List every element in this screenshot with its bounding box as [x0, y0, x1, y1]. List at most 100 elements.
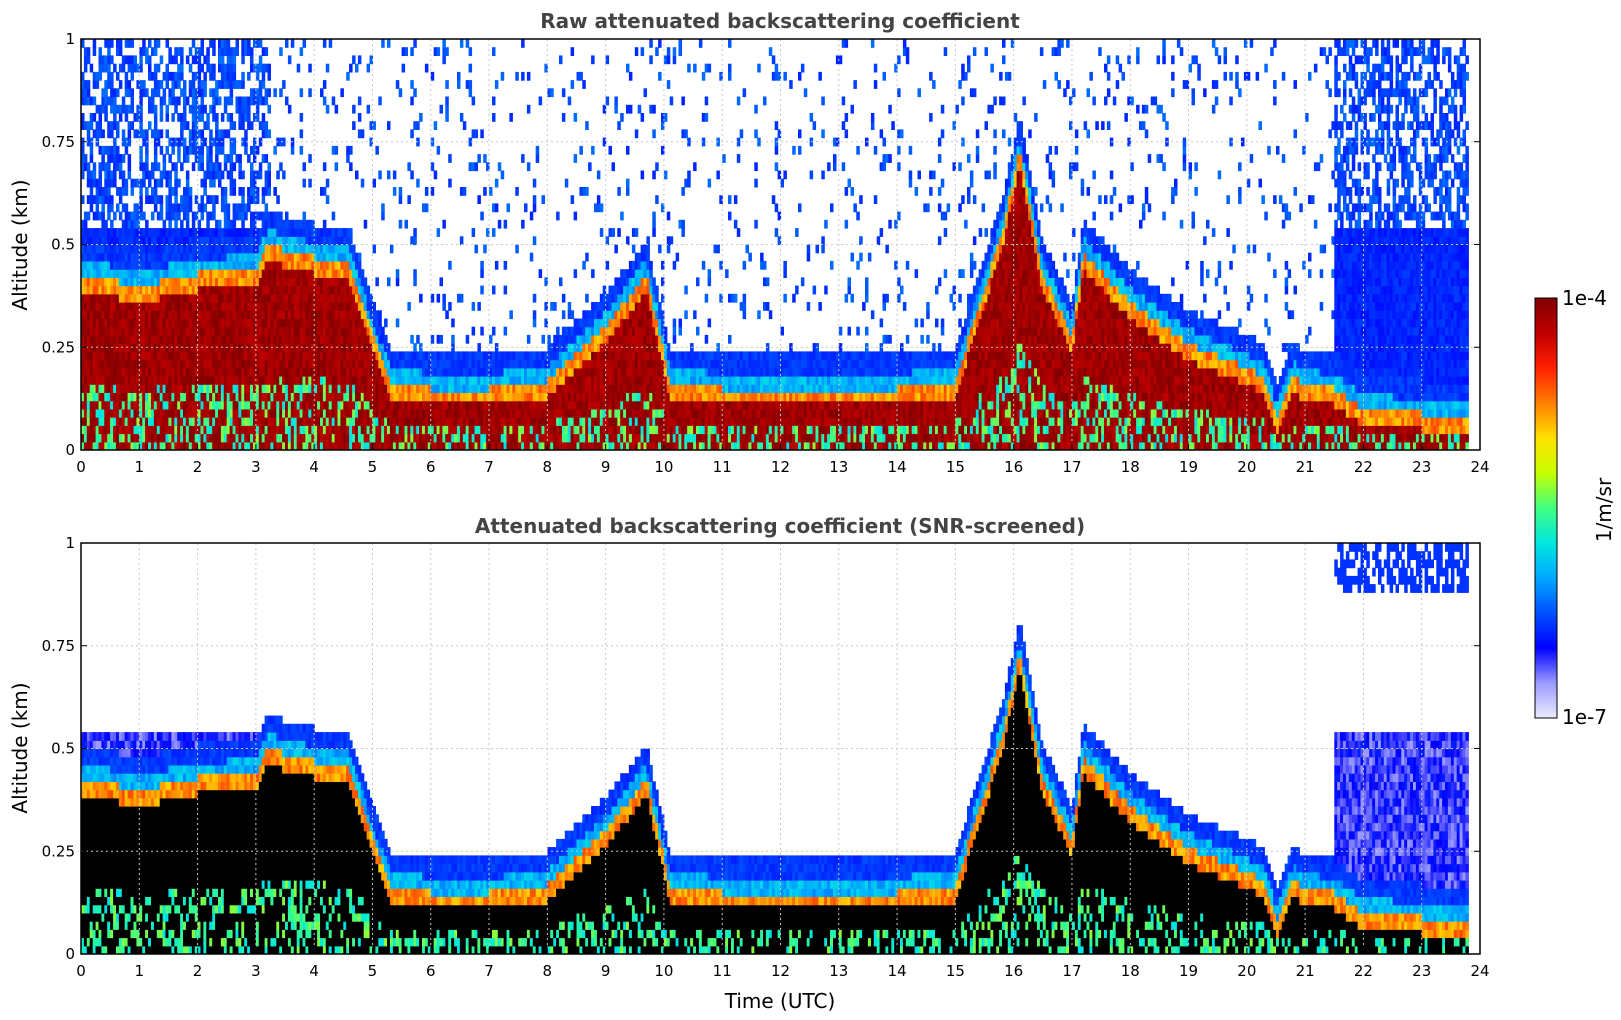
heatmap-cell	[185, 277, 190, 287]
heatmap-cell	[594, 433, 598, 443]
heatmap-cell	[372, 302, 376, 311]
heatmap-cell	[86, 392, 91, 402]
heatmap-cell	[357, 326, 362, 336]
heatmap-cell	[258, 121, 263, 130]
heatmap-cell	[86, 178, 91, 188]
heatmap-cell	[113, 137, 117, 147]
heatmap-cell	[547, 400, 551, 410]
heatmap-cell	[218, 47, 222, 56]
heatmap-cell	[567, 334, 572, 344]
heatmap-cell	[104, 367, 108, 377]
heatmap-cell	[153, 285, 158, 295]
heatmap-cell	[349, 162, 353, 172]
heatmap-cell	[535, 145, 540, 155]
heatmap-cell	[124, 145, 129, 155]
heatmap-cell	[454, 425, 458, 435]
heatmap-cell	[282, 359, 286, 369]
heatmap-cell	[261, 433, 266, 443]
heatmap-area	[81, 39, 1469, 450]
heatmap-cell	[267, 408, 271, 418]
heatmap-cell	[430, 293, 435, 303]
heatmap-cell	[395, 376, 400, 385]
heatmap-cell	[238, 203, 242, 213]
heatmap-cell	[113, 417, 117, 426]
heatmap-cell	[585, 400, 589, 410]
heatmap-cell	[503, 351, 508, 361]
heatmap-cell	[357, 384, 362, 393]
heatmap-cell	[535, 441, 540, 450]
heatmap-cell	[113, 293, 117, 303]
heatmap-cell	[118, 211, 123, 221]
heatmap-cell	[384, 318, 388, 328]
heatmap-cell	[296, 408, 301, 418]
heatmap-cell	[171, 187, 175, 196]
heatmap-cell	[255, 252, 260, 262]
heatmap-cell	[258, 80, 263, 89]
heatmap-cell	[151, 293, 155, 303]
heatmap-cell	[226, 310, 231, 320]
heatmap-cell	[389, 417, 394, 426]
heatmap-cell	[220, 392, 225, 402]
heatmap-cell	[564, 417, 569, 426]
heatmap-cell	[124, 71, 129, 81]
heatmap-cell	[159, 376, 164, 385]
heatmap-cell	[113, 384, 117, 393]
heatmap-cell	[226, 343, 231, 352]
heatmap-cell	[116, 425, 120, 435]
heatmap-cell	[183, 277, 187, 287]
heatmap-cell	[267, 170, 271, 180]
heatmap-cell	[95, 121, 100, 130]
heatmap-cell	[515, 433, 519, 443]
heatmap-cell	[346, 277, 350, 287]
heatmap-cell	[541, 334, 545, 344]
heatmap-cell	[191, 425, 196, 435]
heatmap-cell	[302, 293, 306, 303]
heatmap-cell	[244, 113, 248, 122]
heatmap-cell	[229, 162, 234, 172]
heatmap-cell	[206, 293, 210, 303]
heatmap-cell	[177, 392, 181, 402]
heatmap-cell	[212, 162, 216, 172]
heatmap-cell	[547, 417, 551, 426]
heatmap-cell	[258, 384, 263, 393]
heatmap-cell	[322, 376, 327, 385]
heatmap-cell	[171, 408, 175, 418]
heatmap-cell	[273, 359, 277, 369]
heatmap-cell	[448, 392, 452, 402]
heatmap-cell	[81, 359, 85, 369]
heatmap-cell	[459, 417, 464, 426]
heatmap-cell	[398, 433, 403, 443]
heatmap-cell	[148, 343, 152, 352]
heatmap-cell	[357, 392, 362, 402]
heatmap-cell	[366, 310, 371, 320]
heatmap-cell	[255, 376, 260, 385]
heatmap-cell	[153, 302, 158, 311]
heatmap-cell	[357, 318, 362, 328]
heatmap-cell	[218, 441, 222, 450]
heatmap-cell	[168, 310, 172, 320]
heatmap-cell	[92, 310, 97, 320]
heatmap-cell	[185, 269, 190, 278]
heatmap-cell	[296, 285, 301, 295]
heatmap-cell	[279, 326, 283, 336]
heatmap-cell	[311, 400, 315, 410]
heatmap-cell	[355, 367, 359, 377]
heatmap-cell	[404, 47, 408, 56]
heatmap-cell	[317, 269, 321, 278]
heatmap-cell	[282, 310, 286, 320]
heatmap-cell	[369, 121, 373, 130]
heatmap-cell	[116, 384, 120, 393]
heatmap-cell	[177, 113, 181, 122]
heatmap-cell	[451, 359, 455, 369]
heatmap-cell	[247, 425, 251, 435]
heatmap-cell	[352, 367, 356, 377]
heatmap-cell	[124, 178, 129, 188]
heatmap-cell	[594, 441, 598, 450]
heatmap-cell	[608, 228, 612, 237]
heatmap-cell	[113, 351, 117, 361]
heatmap-cell	[320, 260, 324, 270]
heatmap-cell	[264, 236, 269, 246]
heatmap-cell	[343, 343, 347, 352]
heatmap-cell	[559, 425, 563, 435]
heatmap-cell	[602, 441, 607, 450]
